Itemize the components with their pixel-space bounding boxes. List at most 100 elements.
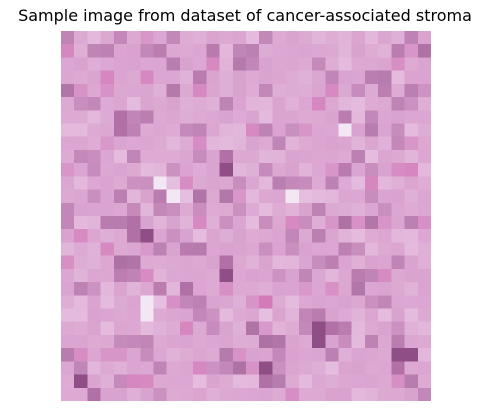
image-pixel [179, 136, 194, 151]
image-pixel [179, 282, 194, 296]
image-pixel [74, 70, 88, 85]
image-pixel [74, 374, 88, 389]
image-pixel [219, 44, 234, 58]
image-pixel [219, 97, 234, 111]
image-pixel [87, 149, 101, 164]
image-pixel [246, 163, 260, 177]
image-pixel [404, 97, 419, 111]
image-pixel [206, 348, 220, 362]
image-pixel [113, 361, 128, 375]
image-pixel [364, 97, 379, 111]
image-pixel [391, 202, 405, 217]
image-pixel [272, 348, 286, 362]
image-pixel [140, 308, 154, 322]
image-pixel [140, 57, 154, 71]
image-pixel [74, 123, 88, 137]
image-pixel [391, 149, 405, 164]
image-pixel [298, 189, 313, 204]
image-pixel [206, 321, 220, 336]
image-pixel [325, 176, 339, 190]
image-pixel [312, 387, 326, 401]
image-pixel [298, 149, 313, 164]
image-pixel [153, 123, 167, 137]
image-pixel [272, 149, 286, 164]
image-pixel [298, 268, 313, 283]
image-pixel [246, 189, 260, 204]
image-pixel [378, 149, 392, 164]
image-pixel [113, 308, 128, 322]
image-pixel [193, 163, 207, 177]
image-pixel [100, 295, 115, 309]
image-pixel [113, 216, 128, 230]
image-pixel [113, 31, 128, 45]
image-pixel [351, 282, 366, 296]
image-pixel [206, 97, 220, 111]
image-pixel [61, 97, 75, 111]
image-pixel [312, 97, 326, 111]
image-pixel [417, 189, 431, 204]
image-pixel [417, 44, 431, 58]
image-pixel [272, 321, 286, 336]
image-pixel [140, 348, 154, 362]
image-pixel [61, 255, 75, 270]
image-pixel [351, 374, 366, 389]
image-pixel [61, 110, 75, 124]
image-pixel [312, 31, 326, 45]
image-pixel [404, 255, 419, 270]
image-pixel [193, 361, 207, 375]
image-pixel [298, 229, 313, 243]
image-pixel [325, 321, 339, 336]
image-pixel [404, 57, 419, 71]
image-pixel [127, 189, 141, 204]
image-pixel [219, 374, 234, 389]
image-pixel [312, 229, 326, 243]
image-pixel [193, 176, 207, 190]
image-pixel [404, 163, 419, 177]
image-pixel [351, 70, 366, 85]
image-pixel [272, 110, 286, 124]
image-pixel [285, 295, 300, 309]
image-pixel [206, 136, 220, 151]
image-pixel [113, 176, 128, 190]
image-pixel [206, 31, 220, 45]
image-pixel [259, 202, 273, 217]
image-pixel [74, 110, 88, 124]
image-pixel [61, 229, 75, 243]
image-pixel [140, 149, 154, 164]
image-pixel [74, 136, 88, 151]
image-pixel [325, 83, 339, 98]
image-pixel [179, 229, 194, 243]
image-pixel [166, 31, 181, 45]
image-pixel [127, 31, 141, 45]
image-pixel [298, 70, 313, 85]
image-pixel [272, 361, 286, 375]
image-pixel [193, 44, 207, 58]
image-pixel [87, 295, 101, 309]
image-pixel [272, 295, 286, 309]
image-pixel [219, 321, 234, 336]
image-pixel [193, 374, 207, 389]
image-pixel [113, 295, 128, 309]
image-pixel [113, 110, 128, 124]
image-pixel [312, 163, 326, 177]
image-pixel [338, 295, 352, 309]
image-pixel [232, 163, 247, 177]
image-pixel [179, 97, 194, 111]
image-pixel [259, 374, 273, 389]
image-pixel [272, 374, 286, 389]
image-pixel [351, 31, 366, 45]
image-pixel [153, 229, 167, 243]
image-pixel [127, 83, 141, 98]
image-pixel [404, 282, 419, 296]
image-pixel [404, 70, 419, 85]
image-pixel [127, 44, 141, 58]
image-pixel [61, 361, 75, 375]
image-pixel [259, 57, 273, 71]
image-pixel [61, 70, 75, 85]
image-pixel [74, 189, 88, 204]
image-pixel [312, 110, 326, 124]
image-pixel [166, 387, 181, 401]
image-pixel [404, 202, 419, 217]
image-pixel [312, 361, 326, 375]
image-pixel [378, 268, 392, 283]
